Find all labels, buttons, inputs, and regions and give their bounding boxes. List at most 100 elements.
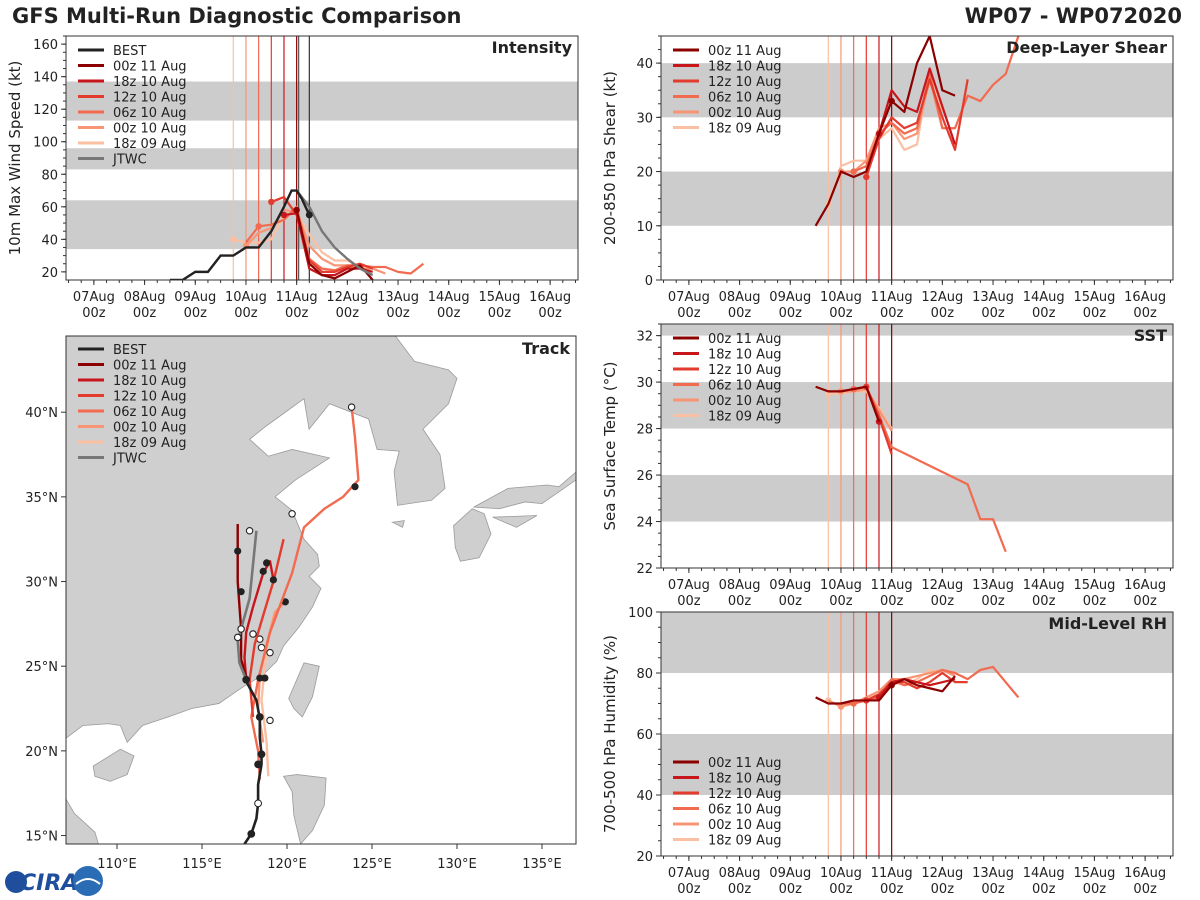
intensity-xtick-label: 16Aug (529, 290, 571, 305)
track-position-dot (259, 567, 267, 575)
rh-legend-label: 00z 10 Aug (708, 818, 782, 833)
land-kyushu (453, 508, 492, 562)
intensity-band (66, 81, 578, 121)
sst-ytick-label: 26 (636, 469, 653, 484)
track-legend-label: 00z 11 Aug (113, 359, 187, 374)
intensity-xtick-sublabel: 00z (133, 306, 157, 321)
sst-xtick-label: 12Aug (921, 578, 963, 593)
intensity-xtick-sublabel: 00z (336, 306, 360, 321)
logo-left-mark (5, 871, 27, 893)
track-best-line (243, 677, 263, 844)
sst-plot-area (661, 324, 1173, 568)
intensity-xtick-sublabel: 00z (234, 306, 258, 321)
track-ytick-label: 40°N (25, 406, 58, 421)
storm-id-label: WP07 - WP072020 (964, 4, 1182, 28)
sst-band (661, 382, 1173, 429)
land-taiwan (288, 662, 320, 718)
track-jtwc-open (249, 630, 257, 638)
rh-xtick-sublabel: 00z (779, 882, 803, 897)
track-jtwc-open (233, 633, 242, 642)
track-best-dot (257, 750, 266, 759)
rh-init-marker (888, 682, 895, 689)
shear-series-line (814, 36, 956, 227)
shear-xtick-label: 07Aug (668, 290, 710, 305)
track-position-dot (234, 547, 242, 555)
track-jtwc-open (245, 526, 254, 535)
rh-plot-area (661, 612, 1173, 856)
shear-xtick-sublabel: 00z (728, 306, 752, 321)
sst-xtick-sublabel: 00z (880, 594, 904, 609)
intensity-panel: 2040608010012014016007Aug00z08Aug00z09Au… (6, 35, 579, 321)
sst-legend-label: 18z 10 Aug (708, 348, 782, 363)
shear-plot-area (661, 36, 1173, 280)
rh-ytick-label: 20 (636, 850, 653, 865)
intensity-xtick-label: 12Aug (326, 290, 368, 305)
intensity-xtick-sublabel: 00z (386, 306, 410, 321)
shear-xtick-label: 09Aug (769, 290, 811, 305)
sst-xtick-sublabel: 00z (779, 594, 803, 609)
intensity-ytick-label: 40 (41, 233, 58, 248)
shear-xtick-sublabel: 00z (880, 306, 904, 321)
shear-legend-label: 00z 11 Aug (708, 44, 782, 59)
rh-xtick-sublabel: 00z (728, 882, 752, 897)
track-best-dot (254, 760, 263, 769)
rh-xtick-label: 14Aug (1023, 866, 1065, 881)
track-position-open (288, 510, 296, 518)
sst-series-line (815, 385, 881, 422)
rh-xtick-sublabel: 00z (1133, 882, 1157, 897)
track-ytick-label: 35°N (25, 491, 58, 506)
track-xtick-label: 135°E (522, 857, 562, 872)
shear-init-marker (888, 97, 895, 105)
intensity-xtick-sublabel: 00z (437, 306, 461, 321)
logo-wave (75, 878, 101, 885)
sst-xtick-sublabel: 00z (1133, 594, 1157, 609)
rh-xtick-label: 12Aug (921, 866, 963, 881)
shear-ytick-label: 0 (645, 274, 653, 289)
intensity-ytick-label: 120 (33, 103, 58, 118)
track-position-dot (256, 674, 264, 682)
land-jeju (391, 520, 405, 528)
track-position-open (266, 716, 274, 725)
jtwc-line (295, 189, 374, 277)
intensity-ytick-label: 140 (33, 71, 58, 86)
track-legend-label: 00z 10 Aug (113, 421, 187, 436)
track-legend-label: 12z 10 Aug (113, 390, 187, 405)
rh-xtick-label: 07Aug (668, 866, 710, 881)
intensity-legend-label: 06z 10 Aug (113, 106, 187, 121)
rh-ytick-label: 60 (636, 728, 653, 743)
intensity-band (66, 148, 578, 170)
track-best-dot (255, 713, 264, 721)
sst-legend-label: 12z 10 Aug (708, 363, 782, 378)
shear-legend-label: 18z 10 Aug (708, 60, 782, 75)
shear-legend-label: 18z 09 Aug (708, 122, 782, 137)
intensity-ytick-label: 80 (41, 168, 58, 183)
shear-xtick-sublabel: 00z (677, 306, 701, 321)
track-panel: 110°E 115°E 120°E 125°E 130°E 135°E 15°N 20°N 25… (25, 335, 577, 872)
track-position-dot (263, 559, 271, 567)
intensity-legend-label: 12z 10 Aug (113, 91, 187, 106)
track-xtick-label: 120°E (267, 857, 307, 872)
track-position-dot (237, 588, 245, 596)
rh-legend-label: 18z 10 Aug (708, 772, 782, 787)
rh-band (661, 734, 1173, 795)
intensity-init-marker (268, 198, 275, 206)
sst-xtick-label: 08Aug (719, 578, 761, 593)
intensity-xtick-label: 10Aug (225, 290, 267, 305)
intensity-xtick-sublabel: 00z (538, 306, 562, 321)
shear-xtick-sublabel: 00z (1032, 306, 1056, 321)
rh-title: Mid-Level RH (1048, 614, 1167, 633)
sst-xtick-sublabel: 00z (677, 594, 701, 609)
intensity-init-marker (280, 211, 288, 219)
shear-xtick-sublabel: 00z (981, 306, 1005, 321)
track-series-line (236, 523, 248, 677)
rh-ytick-label: 80 (636, 667, 653, 682)
track-legend-label: JTWC (112, 452, 147, 467)
track-ytick-label: 15°N (25, 830, 58, 845)
intensity-init-marker (255, 223, 262, 230)
shear-init-marker (863, 173, 870, 181)
rh-xtick-label: 13Aug (972, 866, 1014, 881)
track-position-dot (269, 576, 277, 584)
